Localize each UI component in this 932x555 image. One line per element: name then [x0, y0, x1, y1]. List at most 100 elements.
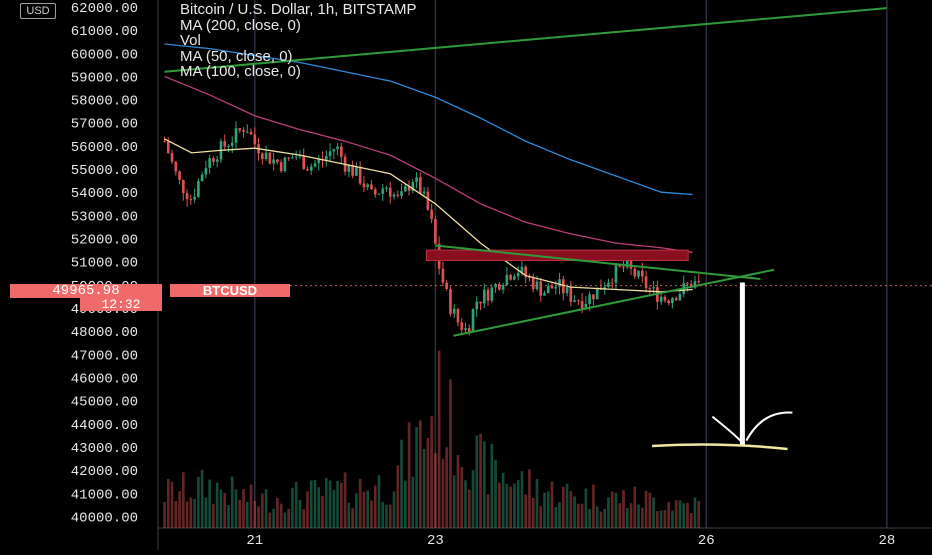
target-level-line — [652, 443, 788, 451]
candle-body — [498, 284, 501, 290]
candle-body — [539, 281, 543, 296]
candle-body — [400, 191, 403, 196]
candle-body — [298, 155, 302, 157]
indicator-ma50[interactable]: MA (50, close, 0) — [180, 47, 293, 65]
indicator-ma100[interactable]: MA (100, close, 0) — [180, 63, 301, 80]
candle-body — [482, 289, 486, 304]
candle-body — [170, 153, 174, 162]
y-tick-label: 46000.00 — [71, 371, 138, 387]
candle-body — [264, 152, 268, 160]
volume-bar — [242, 489, 245, 528]
candle-body — [584, 303, 588, 309]
candle-body — [253, 134, 257, 145]
volume-bar — [610, 491, 614, 528]
candle-body — [185, 193, 189, 200]
volume-bar — [445, 447, 448, 528]
candle-body — [686, 283, 689, 285]
candle-body — [309, 166, 313, 171]
candle-body — [279, 162, 283, 172]
candle-body — [467, 328, 471, 332]
volume-bar — [494, 459, 497, 528]
volume-bar — [166, 478, 170, 528]
candle-body — [166, 141, 170, 154]
volume-bar — [377, 475, 381, 528]
candle-body — [637, 270, 640, 277]
volume-bar — [358, 478, 362, 528]
volume-bar — [381, 501, 385, 528]
volume-bar — [291, 487, 294, 528]
volume-bar — [659, 510, 663, 528]
y-tick-label: 43000.00 — [71, 441, 138, 457]
candle-body — [362, 183, 366, 188]
volume-bar — [400, 439, 403, 528]
volume-bar — [640, 507, 644, 528]
candle-body — [516, 272, 520, 277]
volume-bar — [667, 502, 670, 528]
volume-bar — [689, 513, 693, 528]
candle-body — [595, 287, 599, 300]
candle-body — [644, 276, 648, 289]
volume-bar — [272, 508, 275, 528]
volume-bar — [204, 497, 208, 528]
volume-bar — [577, 503, 580, 528]
candle-body — [648, 288, 652, 290]
volume-bar — [629, 503, 633, 528]
volume-bar — [543, 492, 546, 528]
volume-bar — [479, 433, 482, 528]
volume-bar — [328, 480, 332, 528]
volume-bar — [170, 481, 174, 528]
x-tick-label: 26 — [698, 533, 715, 549]
candle-body — [505, 274, 509, 286]
candle-body — [381, 188, 385, 194]
candle-body — [449, 288, 452, 314]
volume-bar — [603, 508, 607, 528]
candle-body — [419, 177, 422, 194]
volume-bar — [343, 472, 347, 528]
volume-bar — [298, 499, 302, 528]
y-tick-label: 48000.00 — [71, 325, 138, 341]
y-tick-label: 54000.00 — [71, 186, 138, 202]
candle-body — [328, 151, 332, 156]
volume-bar — [257, 506, 260, 528]
volume-bar — [482, 441, 486, 528]
volume-bar — [663, 510, 667, 528]
candle-body — [456, 309, 460, 323]
y-tick-label: 55000.00 — [71, 163, 138, 179]
candle-body — [490, 287, 494, 301]
x-tick-label: 23 — [427, 533, 444, 549]
candle-body — [607, 282, 610, 287]
volume-bar — [528, 469, 531, 528]
volume-bar — [595, 506, 599, 528]
candle-body — [577, 300, 580, 302]
volume-bar — [197, 476, 200, 528]
candle-body — [667, 300, 670, 303]
volume-bar — [565, 483, 569, 528]
currency-label[interactable]: USD — [20, 3, 56, 19]
volume-bar — [388, 504, 392, 528]
candle-body — [351, 165, 354, 176]
y-tick-label: 45000.00 — [71, 395, 138, 411]
indicator-ma200[interactable]: MA (200, close, 0) — [180, 16, 301, 34]
candle-body — [588, 294, 591, 304]
candle-body — [573, 300, 576, 302]
volume-bar — [230, 476, 234, 528]
last-price-label: 49965.98 — [10, 284, 162, 298]
volume-bar — [539, 506, 543, 528]
candle-body — [294, 156, 298, 158]
volume-bar — [671, 510, 674, 528]
volume-bar — [535, 478, 539, 528]
volume-bar — [340, 482, 343, 528]
volume-bar — [693, 497, 697, 528]
volume-bar — [498, 482, 501, 528]
indicator-vol[interactable]: Vol — [180, 32, 201, 49]
volume-bar — [467, 489, 471, 528]
volume-bar — [437, 350, 441, 528]
volume-bar — [569, 491, 573, 528]
candle-body — [230, 142, 234, 146]
candle-body — [565, 287, 569, 294]
volume-bar — [362, 491, 366, 528]
volume-bar — [558, 502, 561, 528]
candle-body — [464, 328, 467, 330]
